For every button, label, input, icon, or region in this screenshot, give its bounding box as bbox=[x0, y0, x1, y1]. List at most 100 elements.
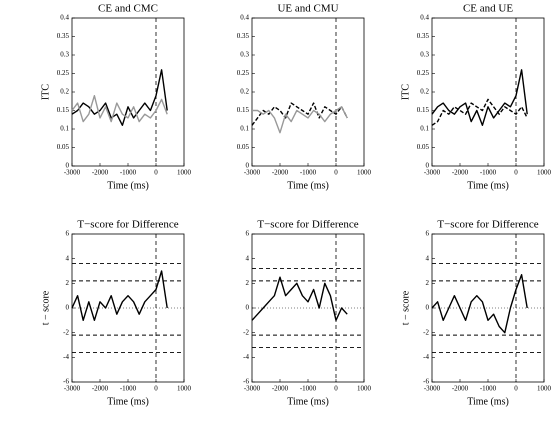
x-tick-label: 0 bbox=[154, 169, 158, 177]
y-axis-label: t − score bbox=[400, 290, 411, 325]
data-line bbox=[431, 274, 528, 334]
data-line bbox=[431, 98, 528, 126]
y-tick-label: 4 bbox=[426, 254, 430, 262]
x-tick-label: 1000 bbox=[177, 169, 192, 177]
plot-area bbox=[251, 233, 365, 383]
y-tick-label: 2 bbox=[246, 279, 250, 287]
y-tick-label: 2 bbox=[426, 279, 430, 287]
y-tick-label: 0.4 bbox=[240, 14, 249, 22]
y-tick-label: 0.25 bbox=[417, 69, 430, 77]
plot-area bbox=[431, 17, 545, 167]
y-tick-label: -4 bbox=[63, 353, 69, 361]
data-line bbox=[431, 69, 528, 126]
x-tick-label: -3000 bbox=[424, 169, 441, 177]
y-tick-label: 0 bbox=[426, 162, 430, 170]
y-axis-label: ITC bbox=[40, 84, 51, 100]
y-tick-label: 0.1 bbox=[240, 125, 249, 133]
y-tick-label: -2 bbox=[243, 328, 249, 336]
y-tick-label: 0.15 bbox=[417, 106, 430, 114]
x-tick-label: -2000 bbox=[92, 385, 109, 393]
x-tick-label: -2000 bbox=[452, 169, 469, 177]
x-tick-label: -3000 bbox=[244, 169, 261, 177]
data-line bbox=[251, 276, 348, 321]
y-tick-label: 0 bbox=[66, 162, 70, 170]
x-tick-label: 0 bbox=[334, 169, 338, 177]
x-tick-label: -1000 bbox=[120, 169, 137, 177]
chart-title: T−score for Difference bbox=[437, 219, 538, 231]
x-axis-label: Time (ms) bbox=[467, 396, 509, 407]
x-tick-label: 1000 bbox=[357, 385, 372, 393]
y-tick-label: 4 bbox=[66, 254, 70, 262]
x-tick-label: 1000 bbox=[357, 169, 372, 177]
y-tick-label: 0.05 bbox=[417, 143, 430, 151]
y-tick-label: 0.2 bbox=[420, 88, 429, 96]
x-axis-label: Time (ms) bbox=[467, 180, 509, 191]
y-tick-label: 0.35 bbox=[237, 32, 250, 40]
y-tick-label: -6 bbox=[243, 378, 249, 386]
x-tick-label: -3000 bbox=[64, 169, 81, 177]
y-tick-label: 0.3 bbox=[60, 51, 69, 59]
x-tick-label: -1000 bbox=[480, 169, 497, 177]
y-tick-label: 0.05 bbox=[237, 143, 250, 151]
data-line bbox=[251, 102, 348, 126]
y-tick-label: 0.35 bbox=[417, 32, 430, 40]
y-tick-label: 0.05 bbox=[57, 143, 70, 151]
y-tick-label: 0.4 bbox=[60, 14, 69, 22]
plot-area bbox=[71, 17, 185, 167]
y-tick-label: 0 bbox=[246, 162, 250, 170]
x-tick-label: 0 bbox=[514, 169, 518, 177]
y-tick-label: 0.4 bbox=[420, 14, 429, 22]
y-tick-label: 4 bbox=[246, 254, 250, 262]
y-tick-label: 0 bbox=[246, 304, 250, 312]
x-tick-label: -1000 bbox=[300, 385, 317, 393]
y-tick-label: 0.2 bbox=[60, 88, 69, 96]
x-tick-label: -2000 bbox=[272, 169, 289, 177]
y-tick-label: -6 bbox=[63, 378, 69, 386]
x-axis-label: Time (ms) bbox=[287, 396, 329, 407]
y-tick-label: 0.2 bbox=[240, 88, 249, 96]
y-tick-label: 0 bbox=[66, 304, 70, 312]
y-tick-label: 0.1 bbox=[420, 125, 429, 133]
x-axis-label: Time (ms) bbox=[107, 396, 149, 407]
y-tick-label: 2 bbox=[66, 279, 70, 287]
chart-title: CE and UE bbox=[463, 3, 513, 15]
x-tick-label: -2000 bbox=[452, 385, 469, 393]
x-tick-label: -3000 bbox=[424, 385, 441, 393]
y-tick-label: -2 bbox=[63, 328, 69, 336]
data-line bbox=[252, 106, 348, 134]
x-tick-label: 1000 bbox=[177, 385, 192, 393]
y-tick-label: 6 bbox=[66, 230, 70, 238]
x-tick-label: -1000 bbox=[480, 385, 497, 393]
y-tick-label: 0.25 bbox=[57, 69, 70, 77]
x-tick-label: -3000 bbox=[244, 385, 261, 393]
x-tick-label: 1000 bbox=[537, 169, 552, 177]
y-tick-label: 0.3 bbox=[240, 51, 249, 59]
x-axis-label: Time (ms) bbox=[107, 180, 149, 191]
x-tick-label: -3000 bbox=[64, 385, 81, 393]
x-tick-label: 1000 bbox=[537, 385, 552, 393]
x-tick-label: -1000 bbox=[300, 169, 317, 177]
x-axis-label: Time (ms) bbox=[287, 180, 329, 191]
x-tick-label: -1000 bbox=[120, 385, 137, 393]
y-axis-label: ITC bbox=[400, 84, 411, 100]
chart-title: T−score for Difference bbox=[77, 219, 178, 231]
x-tick-label: 0 bbox=[514, 385, 518, 393]
y-axis-label: t − score bbox=[40, 290, 51, 325]
y-tick-label: 6 bbox=[426, 230, 430, 238]
plot-area bbox=[251, 17, 365, 167]
x-tick-label: -2000 bbox=[92, 169, 109, 177]
y-tick-label: -6 bbox=[423, 378, 429, 386]
data-line bbox=[71, 270, 168, 321]
x-tick-label: 0 bbox=[334, 385, 338, 393]
y-tick-label: 0.15 bbox=[237, 106, 250, 114]
y-tick-label: 0 bbox=[426, 304, 430, 312]
y-tick-label: -2 bbox=[423, 328, 429, 336]
chart-title: CE and CMC bbox=[98, 3, 158, 15]
chart-title: UE and CMU bbox=[277, 3, 338, 15]
y-tick-label: 0.15 bbox=[57, 106, 70, 114]
chart-title: T−score for Difference bbox=[257, 219, 358, 231]
y-tick-label: -4 bbox=[243, 353, 249, 361]
data-line bbox=[71, 95, 168, 123]
